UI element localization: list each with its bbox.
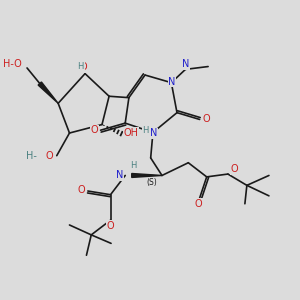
Text: O: O	[202, 114, 210, 124]
Text: O: O	[78, 185, 86, 196]
Text: N: N	[168, 77, 175, 87]
Text: H: H	[78, 62, 84, 71]
Text: H: H	[130, 161, 137, 170]
Polygon shape	[132, 173, 162, 177]
Text: N: N	[182, 59, 189, 69]
Text: O: O	[45, 151, 52, 161]
Text: O: O	[107, 221, 114, 231]
Text: H-: H-	[26, 151, 36, 161]
Text: N: N	[150, 128, 157, 138]
Text: O: O	[91, 125, 98, 135]
Text: H-O: H-O	[4, 59, 22, 69]
Polygon shape	[38, 82, 58, 103]
Text: O: O	[194, 199, 202, 209]
Text: OH: OH	[124, 128, 139, 138]
Text: (S): (S)	[146, 178, 157, 187]
Text: O: O	[80, 62, 87, 72]
Text: N: N	[116, 170, 124, 181]
Text: H: H	[142, 126, 148, 135]
Text: O: O	[230, 164, 238, 174]
